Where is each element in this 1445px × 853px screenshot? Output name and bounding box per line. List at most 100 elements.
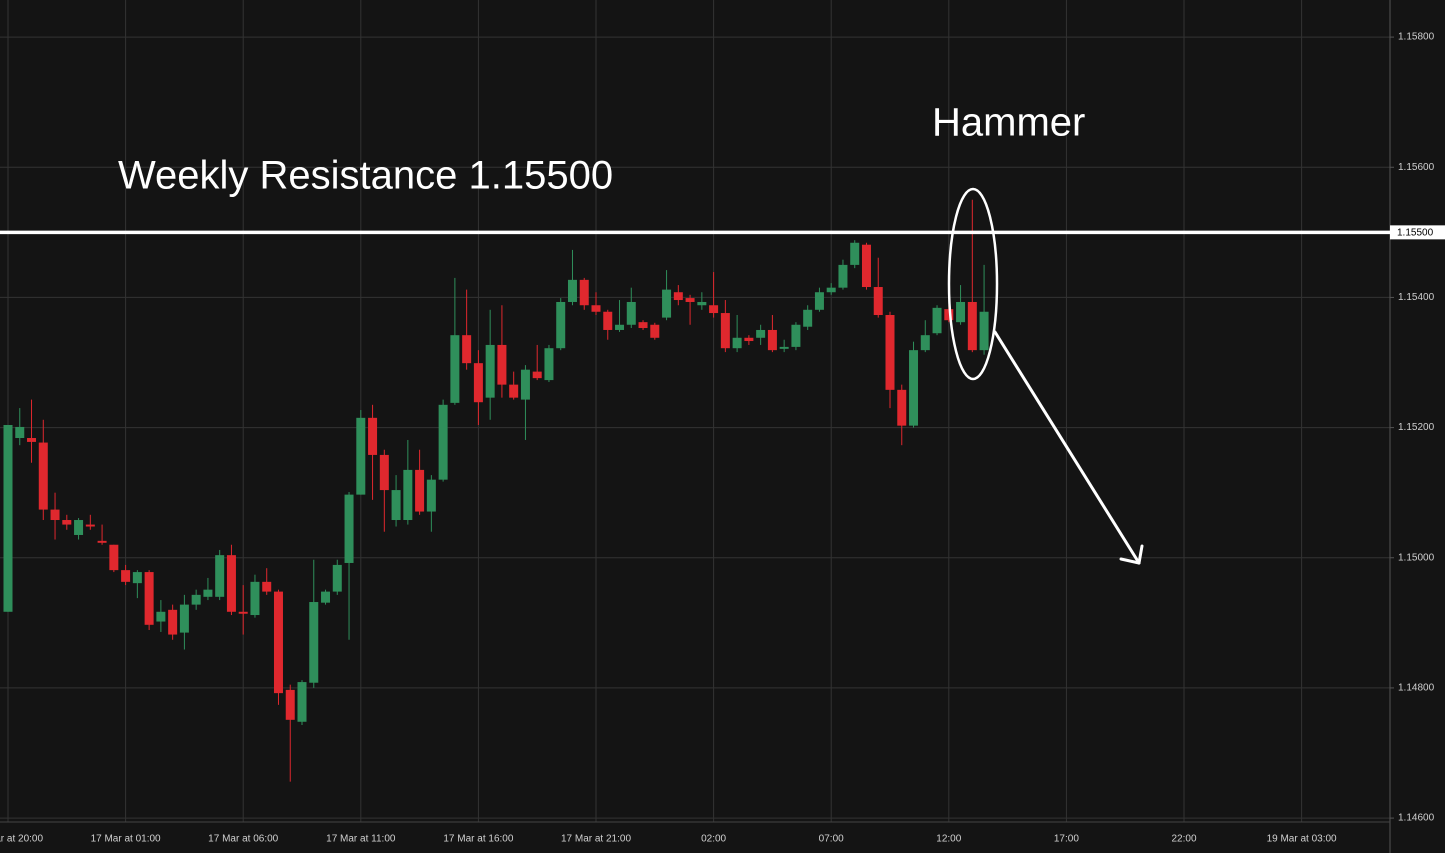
candle-body: [709, 305, 719, 314]
arrow: [993, 330, 1144, 565]
y-tick-label: 1.14800: [1398, 683, 1435, 694]
candle-body: [944, 309, 954, 321]
candle-body: [450, 335, 460, 403]
candle-body: [438, 404, 448, 480]
y-tick-label: 1.15000: [1398, 552, 1435, 563]
candle-body: [756, 329, 766, 338]
x-tick-label: 07:00: [819, 834, 844, 845]
candle-body: [356, 417, 366, 495]
candle-body: [144, 572, 154, 625]
annotation: Hammer: [932, 101, 1085, 145]
candle-body: [626, 301, 636, 325]
candle-body: [744, 337, 754, 342]
candle-body: [50, 509, 60, 521]
candle-body: [814, 292, 824, 310]
candle-body: [579, 279, 589, 306]
y-tick-label: 1.15800: [1398, 32, 1435, 43]
candle-body: [203, 589, 213, 597]
candle-body: [473, 363, 483, 403]
price-label: 1.15500: [1397, 227, 1434, 238]
candle-body: [662, 289, 672, 318]
candle-body: [685, 298, 695, 302]
candle-body: [97, 540, 107, 543]
candle-body: [344, 494, 354, 563]
candle-body: [3, 424, 13, 612]
candle-body: [238, 611, 248, 614]
candle-body: [861, 244, 871, 288]
candle-body: [885, 315, 895, 390]
candle-body: [226, 555, 236, 612]
candle-body: [332, 564, 342, 592]
x-tick-label: 17 Mar at 06:00: [208, 834, 278, 845]
candle-body: [909, 350, 919, 426]
candle-body: [650, 324, 660, 338]
candle-body: [732, 337, 742, 349]
x-tick-label: 02:00: [701, 834, 726, 845]
y-tick-label: 1.14600: [1398, 813, 1435, 824]
candle-body: [532, 371, 542, 379]
candle-body: [673, 292, 683, 301]
candle-body: [391, 490, 401, 521]
candle-body: [967, 301, 977, 351]
x-tick-label: 19 Mar at 03:00: [1267, 834, 1337, 845]
candle-body: [567, 279, 577, 302]
candle-body: [720, 313, 730, 349]
candle-body: [520, 369, 530, 400]
candle-body: [403, 469, 413, 521]
candle-body: [873, 287, 883, 316]
x-tick-label: 17:00: [1054, 834, 1079, 845]
x-tick-label: 17 Mar at 21:00: [561, 834, 631, 845]
candle-body: [38, 442, 48, 510]
candle-body: [485, 344, 495, 398]
candle-body: [509, 384, 519, 398]
candle-body: [62, 520, 72, 525]
annotation: Weekly Resistance 1.15500: [118, 154, 613, 198]
candle-body: [826, 287, 836, 293]
candle-body: [15, 426, 25, 439]
candle-body: [462, 335, 472, 364]
candle-body: [27, 438, 37, 442]
y-tick-label: 1.15200: [1398, 422, 1435, 433]
highlight-ellipse: [947, 187, 999, 381]
candles: [3, 199, 989, 782]
candle-body: [615, 324, 625, 330]
arrow-head: [1119, 557, 1141, 565]
candle-body: [932, 307, 942, 334]
y-tick-label: 1.15600: [1398, 162, 1435, 173]
candle-body: [638, 322, 648, 329]
candle-body: [979, 311, 989, 351]
candle-body: [838, 264, 848, 288]
x-tick-label: 17 Mar at 11:00: [326, 834, 396, 845]
candle-body: [426, 479, 436, 512]
arrow-shaft: [993, 330, 1141, 565]
grid: [0, 0, 1390, 822]
candle-body: [497, 344, 507, 385]
candle-body: [285, 689, 295, 720]
candle-body: [544, 348, 554, 381]
candle-body: [697, 301, 707, 306]
y-tick-label: 1.15400: [1398, 292, 1435, 303]
candle-body: [215, 555, 225, 597]
axes: 1.15800 1.15600 1.15400 1.15200 1.15000 1.148…: [0, 32, 1435, 845]
candle-body: [956, 301, 966, 323]
candle-body: [156, 611, 166, 622]
candle-body: [85, 524, 95, 527]
candle-body: [368, 417, 378, 455]
candle-body: [262, 581, 272, 592]
candle-body: [168, 609, 178, 635]
candle-body: [415, 469, 425, 512]
candle-body: [109, 544, 119, 571]
candle-body: [273, 591, 283, 694]
candle-body: [591, 305, 601, 312]
candle-body: [297, 682, 307, 722]
candle-body: [121, 570, 131, 582]
candle-body: [379, 454, 389, 491]
candle-body: [556, 301, 566, 349]
price-label-box: [1390, 225, 1445, 240]
candle-body: [791, 324, 801, 347]
candle-body: [897, 389, 907, 426]
x-tick-label: 12:00: [936, 834, 961, 845]
candle-body: [321, 591, 331, 603]
candle-body: [850, 242, 860, 265]
